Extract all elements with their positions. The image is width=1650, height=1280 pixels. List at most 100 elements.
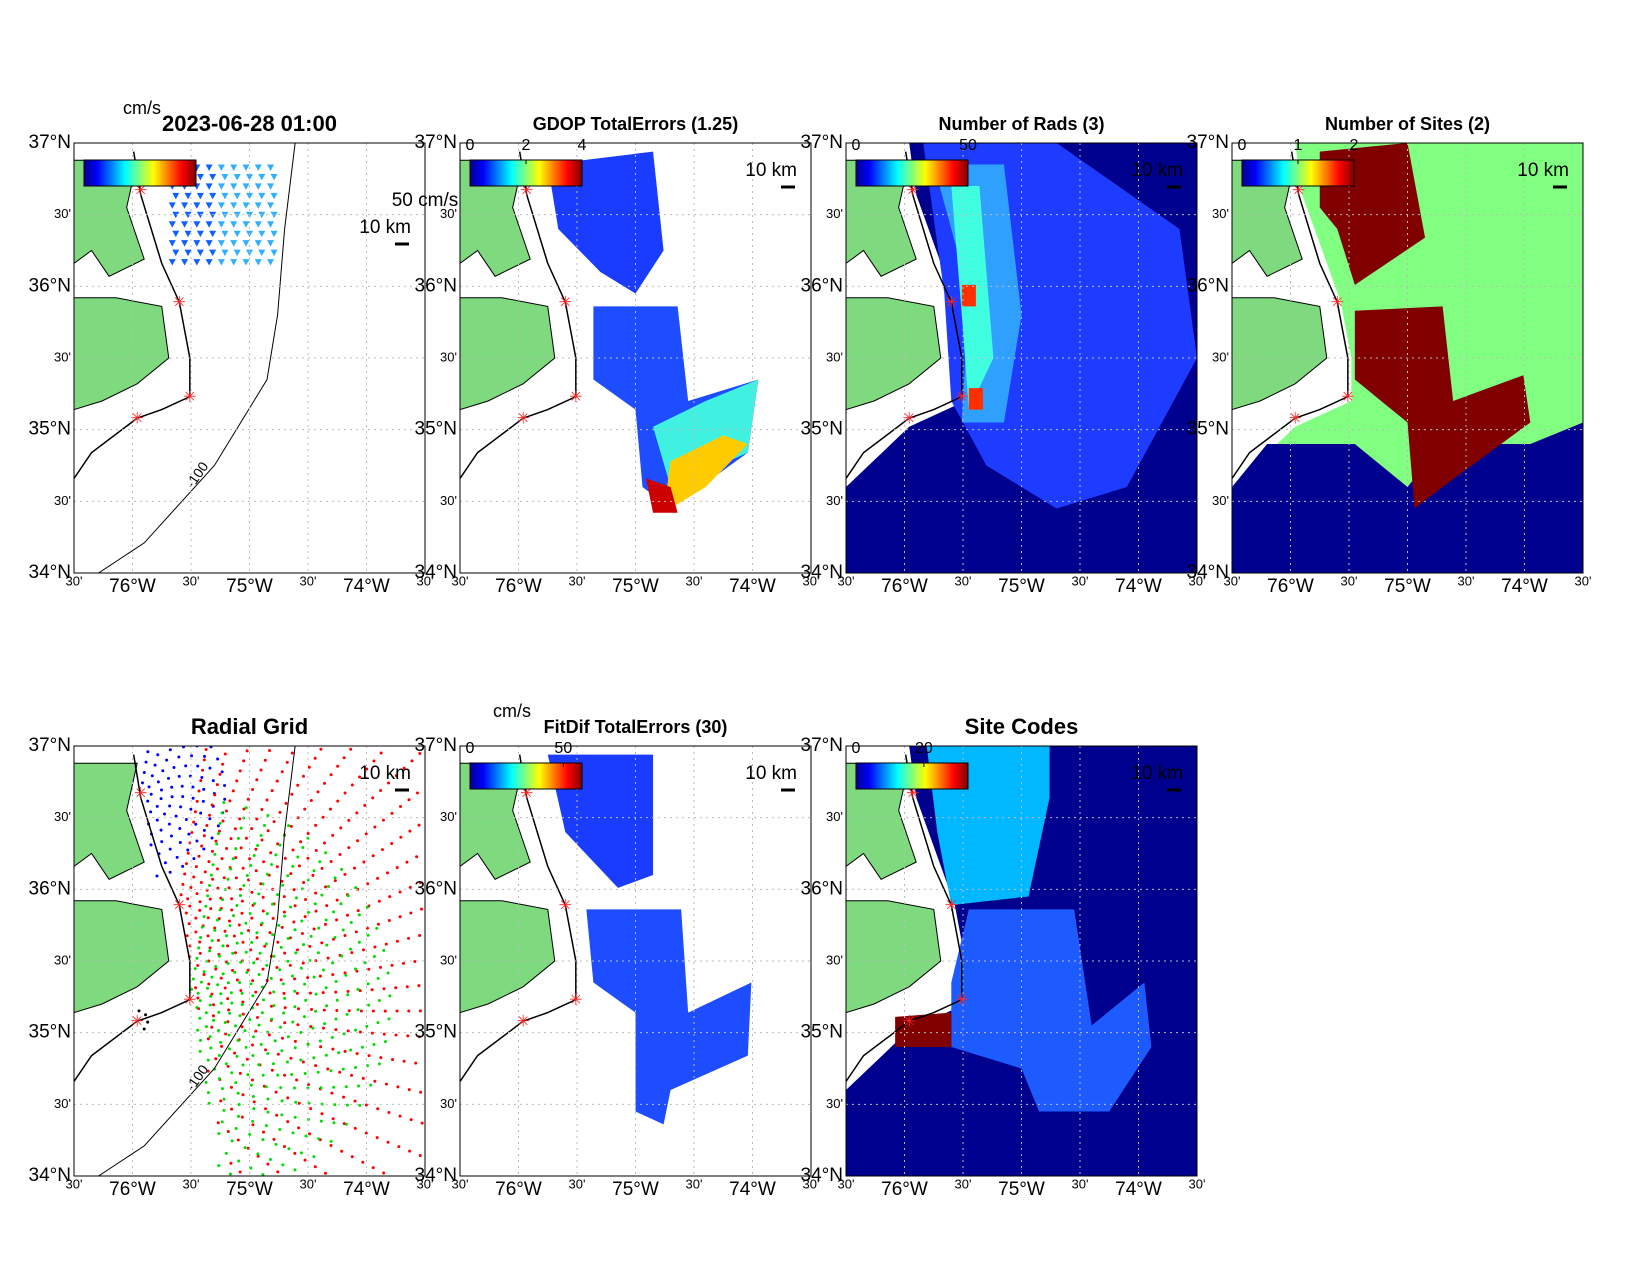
- radial-point: [371, 796, 375, 800]
- radial-point: [258, 620, 261, 623]
- radial-point: [405, 860, 409, 864]
- radial-point: [420, 1121, 424, 1125]
- radial-point: [366, 611, 369, 614]
- radial-point: [216, 757, 220, 761]
- radial-point: [283, 996, 287, 1000]
- radial-point: [382, 1032, 386, 1036]
- lat-tick-label: 30': [54, 952, 71, 967]
- radial-point: [513, 874, 516, 877]
- radial-point: [246, 1073, 250, 1077]
- radial-point: [207, 982, 211, 986]
- radial-point: [365, 767, 369, 771]
- lon-tick-label: 75°W: [226, 1179, 273, 1200]
- radial-point: [343, 791, 347, 795]
- field-region: [1354, 306, 1531, 509]
- radial-point: [198, 940, 202, 944]
- radial-point: [266, 1110, 270, 1114]
- radial-point: [356, 909, 360, 913]
- radial-point: [340, 867, 344, 871]
- radial-point: [161, 769, 165, 773]
- radial-point: [419, 907, 423, 911]
- lon-tick-label: 30': [66, 573, 83, 588]
- radial-point: [333, 876, 337, 880]
- radial-point: [439, 872, 442, 875]
- radial-point: [193, 967, 197, 971]
- radial-point: [325, 943, 329, 947]
- site-marker: ✳: [1341, 389, 1354, 406]
- radial-point: [364, 832, 368, 836]
- radial-point: [292, 1086, 296, 1090]
- radial-point: [338, 853, 342, 857]
- radial-point: [251, 979, 255, 983]
- radial-point: [194, 822, 198, 826]
- radial-point: [172, 738, 175, 741]
- radial-point: [203, 870, 207, 874]
- radial-point: [210, 992, 214, 996]
- radial-point: [318, 1039, 322, 1043]
- lat-tick-label: 30': [440, 1096, 457, 1111]
- radial-point: [235, 779, 239, 783]
- radial-point: [333, 879, 337, 883]
- radial-point: [221, 762, 225, 766]
- radial-point: [259, 709, 262, 712]
- radial-point: [367, 1054, 371, 1058]
- radial-point: [345, 913, 349, 917]
- radial-point: [308, 958, 312, 962]
- radial-point: [140, 781, 144, 785]
- current-vector: [196, 173, 204, 181]
- radial-point: [304, 897, 308, 901]
- radial-point: [222, 801, 226, 805]
- radial-point: [498, 1008, 501, 1011]
- radial-point: [245, 971, 249, 975]
- radial-point: [195, 892, 199, 896]
- current-vector: [168, 221, 176, 228]
- radial-point: [260, 610, 263, 613]
- radial-point: [242, 807, 246, 811]
- current-vector: [270, 192, 278, 200]
- radial-point: [388, 895, 392, 899]
- radial-point: [241, 940, 245, 944]
- radial-point: [159, 828, 163, 832]
- radial-point: [465, 708, 468, 711]
- radial-point: [194, 865, 198, 869]
- radial-point: [356, 987, 360, 991]
- site-marker: ✳: [130, 410, 143, 427]
- lat-tick-label: 30': [826, 493, 843, 508]
- radial-point: [226, 997, 230, 1001]
- current-vector: [172, 230, 180, 238]
- radial-point: [167, 776, 171, 780]
- lat-tick-label: 30': [440, 952, 457, 967]
- radial-point: [371, 1166, 375, 1170]
- radial-point: [217, 1010, 221, 1014]
- radial-point: [293, 1151, 297, 1155]
- radial-point: [271, 916, 275, 920]
- radial-point: [306, 832, 310, 836]
- radial-point: [276, 660, 279, 663]
- radial-point: [369, 1083, 373, 1087]
- radial-point: [242, 681, 245, 684]
- site-marker: ✳: [955, 992, 968, 1009]
- radial-point: [256, 1154, 260, 1158]
- radial-point: [341, 928, 345, 932]
- radial-point: [332, 910, 336, 914]
- radial-point: [437, 1065, 440, 1068]
- radial-point: [263, 758, 267, 762]
- radial-point: [208, 1003, 212, 1007]
- radial-point: [251, 1095, 255, 1099]
- radial-point: [231, 951, 235, 955]
- radial-point: [197, 789, 201, 793]
- radial-point: [272, 990, 276, 994]
- radial-point: [331, 833, 335, 837]
- radial-point: [257, 973, 261, 977]
- coastline: [74, 754, 191, 1082]
- radial-point: [381, 818, 385, 822]
- radial-point: [429, 931, 432, 934]
- lon-tick-label: 76°W: [881, 1179, 928, 1200]
- vector-scale-label: 50 cm/s: [392, 190, 459, 211]
- lon-tick-label: 74°W: [343, 1179, 390, 1200]
- radial-point: [448, 1067, 451, 1070]
- radial-point: [251, 1123, 255, 1127]
- radial-point: [241, 1093, 245, 1097]
- colorbar: [83, 159, 197, 187]
- current-vector: [209, 249, 217, 257]
